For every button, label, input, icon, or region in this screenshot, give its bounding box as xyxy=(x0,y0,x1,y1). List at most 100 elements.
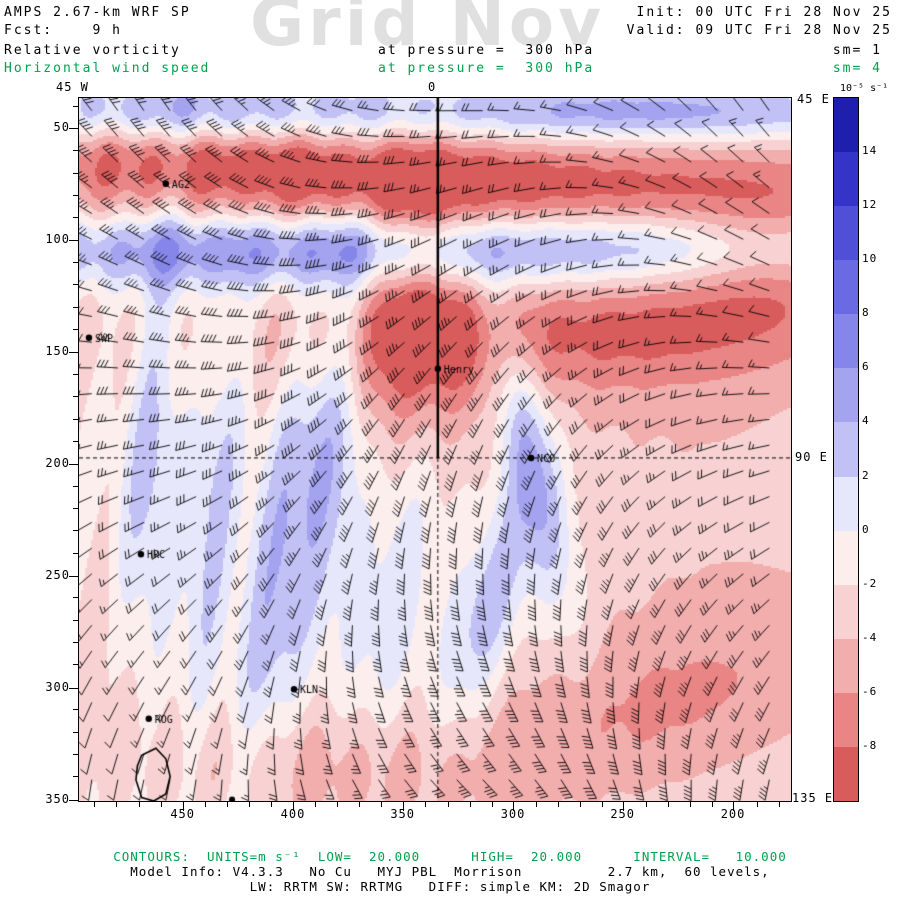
x-minor-tick xyxy=(337,802,339,807)
map-frame xyxy=(78,97,792,802)
x-minor-tick xyxy=(646,802,648,807)
x-minor-tick xyxy=(557,802,559,807)
colorbar-band xyxy=(834,638,858,693)
colorbar-units-label: 10⁻⁵ s⁻¹ xyxy=(840,83,889,94)
colorbar-tick-label: -2 xyxy=(862,576,878,590)
model-title: AMPS 2.67-km WRF SP xyxy=(4,5,191,20)
x-major-tick xyxy=(402,802,404,811)
model-info: Model Info: V4.3.3 No Cu MYJ PBL Morriso… xyxy=(130,864,770,879)
x-axis-label: 250 xyxy=(610,807,636,821)
forecast-hour: Fcst: 9 h xyxy=(4,23,122,38)
x-minor-tick xyxy=(491,802,493,807)
y-major-tick xyxy=(69,463,78,465)
x-minor-tick xyxy=(381,802,383,807)
colorbar-tick-label: 4 xyxy=(862,414,870,428)
field1-level: at pressure = 300 hPa xyxy=(378,43,595,58)
geo-label-right-bottom: 135 E xyxy=(792,791,834,805)
colorbar-tick-label: 2 xyxy=(862,468,870,482)
colorbar-tick-label: 6 xyxy=(862,360,870,374)
x-minor-tick xyxy=(602,802,604,807)
colorbar-tick-label: 0 xyxy=(862,522,870,536)
y-axis-label: 350 xyxy=(45,792,70,806)
y-axis-label: 200 xyxy=(45,455,70,470)
x-minor-tick xyxy=(425,802,427,807)
x-minor-tick xyxy=(535,802,537,807)
x-axis-label: 350 xyxy=(390,807,416,821)
colorbar-band xyxy=(834,692,858,747)
colorbar-tick-label: -6 xyxy=(862,684,878,698)
x-minor-tick xyxy=(248,802,250,807)
colorbar-band xyxy=(834,152,858,207)
x-minor-tick xyxy=(756,802,758,807)
colorbar-tick-label: 14 xyxy=(862,144,878,158)
x-axis-label: 400 xyxy=(280,807,306,821)
colorbar-band xyxy=(834,584,858,639)
colorbar-tick-label: -8 xyxy=(862,738,878,752)
field2-level: at pressure = 300 hPa xyxy=(378,61,595,76)
colorbar-tick-label: 12 xyxy=(862,198,878,212)
colorbar-band xyxy=(834,422,858,477)
geo-label-top-left: 45 W xyxy=(56,80,89,94)
x-major-tick xyxy=(293,802,295,811)
vorticity-wind-field-canvas xyxy=(79,98,791,801)
colorbar-band xyxy=(834,260,858,315)
colorbar-band xyxy=(834,206,858,261)
y-axis-label: 300 xyxy=(45,680,70,695)
x-minor-tick xyxy=(270,802,272,807)
x-minor-tick xyxy=(204,802,206,807)
colorbar-band xyxy=(834,368,858,423)
field1-label: Relative vorticity xyxy=(4,43,181,58)
x-minor-tick xyxy=(447,802,449,807)
x-major-tick xyxy=(182,802,184,811)
colorbar-band xyxy=(834,530,858,585)
y-axis-label: 100 xyxy=(45,231,70,246)
y-axis-label: 250 xyxy=(45,567,70,582)
y-axis-label: 150 xyxy=(45,344,70,359)
x-axis-label: 450 xyxy=(170,807,195,821)
colorbar-band xyxy=(834,746,858,802)
colorbar-band xyxy=(834,98,858,153)
field2-label: Horizontal wind speed xyxy=(4,61,211,76)
x-minor-tick xyxy=(226,802,228,807)
contours-info: CONTOURS: UNITS=m s⁻¹ LOW= 20.000 HIGH= … xyxy=(113,849,787,864)
y-axis-label: 50 xyxy=(53,119,70,134)
x-axis-label: 300 xyxy=(500,807,526,821)
x-minor-tick xyxy=(160,802,162,807)
x-minor-tick xyxy=(690,802,692,807)
colorbar-tick-label: 10 xyxy=(862,252,878,266)
x-minor-tick xyxy=(668,802,670,807)
geo-label-top-center: 0 xyxy=(428,80,437,94)
geo-label-right-middle: 90 E xyxy=(795,450,828,464)
smoothing-2: sm= 4 xyxy=(832,61,882,76)
y-major-tick xyxy=(69,239,78,241)
y-major-tick xyxy=(69,575,78,577)
colorbar xyxy=(833,97,859,802)
smoothing-1: sm= 1 xyxy=(832,43,882,58)
watermark: Grid Nov xyxy=(250,0,606,61)
colorbar-tick-label: -4 xyxy=(862,630,878,644)
y-major-tick xyxy=(69,127,78,129)
x-minor-tick xyxy=(116,802,118,807)
x-major-tick xyxy=(733,802,735,811)
y-major-tick xyxy=(69,800,78,801)
x-major-tick xyxy=(622,802,624,811)
x-minor-tick xyxy=(138,802,140,807)
x-minor-tick xyxy=(778,802,780,807)
colorbar-band xyxy=(834,476,858,531)
physics-info: LW: RRTM SW: RRTMG DIFF: simple KM: 2D S… xyxy=(249,879,651,894)
x-minor-tick xyxy=(359,802,361,807)
x-minor-tick xyxy=(712,802,714,807)
x-minor-tick xyxy=(579,802,581,807)
x-minor-tick xyxy=(469,802,471,807)
colorbar-tick-label: 8 xyxy=(862,306,870,320)
colorbar-band xyxy=(834,314,858,369)
valid-time: Valid: 09 UTC Fri 28 Nov 25 xyxy=(626,23,892,38)
y-major-tick xyxy=(69,688,78,690)
y-major-tick xyxy=(69,352,78,354)
x-axis-label: 200 xyxy=(720,807,746,821)
geo-label-top-right: 45 E xyxy=(797,92,830,106)
x-major-tick xyxy=(513,802,515,811)
x-minor-tick xyxy=(94,802,96,807)
init-time: Init: 00 UTC Fri 28 Nov 25 xyxy=(636,5,892,20)
x-minor-tick xyxy=(315,802,317,807)
